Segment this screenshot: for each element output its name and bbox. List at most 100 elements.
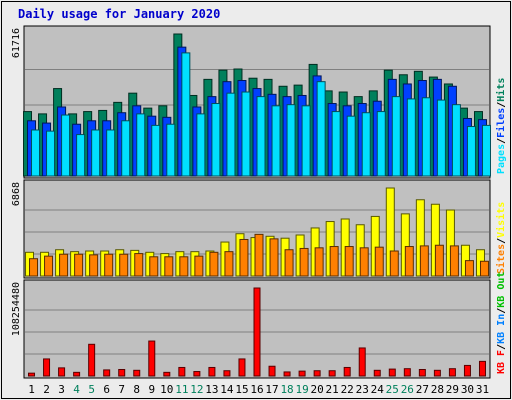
bar-pages-day-5 [91, 129, 101, 177]
bar-sites-day-7 [119, 253, 129, 277]
bar-kb-f-day-4 [73, 371, 81, 377]
day-label-22: 22 [341, 383, 354, 396]
bar-sites-day-21 [329, 246, 339, 277]
bar-pages-day-13 [211, 103, 221, 177]
bar-kb-f-day-14 [223, 370, 231, 377]
legend-entry: KB F [496, 350, 507, 374]
series-sites [29, 233, 489, 277]
bar-sites-day-6 [104, 253, 114, 277]
bar-pages-day-6 [106, 129, 116, 177]
day-label-11: 11 [175, 383, 188, 396]
bar-pages-day-31 [481, 124, 491, 177]
legend-entry: / [496, 138, 507, 144]
day-label-15: 15 [235, 383, 248, 396]
day-axis: 1 2 3 4 5 6 7 8 9 10 11 12 13 14 15 16 17 18 19 20 21 22 23 24 2… [28, 383, 489, 396]
legend-entry: Hits [495, 78, 507, 102]
bar-sites-day-30 [464, 260, 474, 277]
bar-pages-day-27 [421, 97, 431, 177]
bar-sites-day-12 [194, 255, 204, 277]
bar-pages-day-14 [226, 92, 236, 177]
bar-sites-day-5 [89, 254, 99, 277]
day-label-25: 25 [386, 383, 399, 396]
bar-sites-day-16 [254, 233, 264, 277]
day-label-19: 19 [295, 383, 308, 396]
day-label-20: 20 [311, 383, 324, 396]
legend-entry: Pages [496, 144, 507, 174]
bar-sites-day-14 [224, 251, 234, 277]
legend-entry: / [496, 344, 507, 350]
day-label-6: 6 [103, 383, 110, 396]
bar-kb-f-day-10 [163, 371, 171, 377]
bar-pages-day-8 [136, 113, 146, 177]
bar-kb-f-day-16 [253, 287, 261, 377]
bar-pages-day-3 [61, 114, 71, 177]
bar-sites-day-15 [239, 238, 249, 277]
bar-sites-day-19 [299, 247, 309, 277]
bar-kb-f-day-19 [298, 370, 306, 377]
day-label-26: 26 [401, 383, 414, 396]
panel-top-legend: Pages/Files/Hits [495, 78, 507, 174]
bar-pages-day-30 [466, 126, 476, 177]
bar-kb-f-day-29 [448, 368, 456, 377]
bar-pages-day-2 [46, 130, 56, 177]
bar-kb-f-day-9 [148, 340, 156, 377]
legend-entry: KB In [496, 314, 507, 344]
bar-sites-day-1 [29, 258, 39, 277]
day-label-10: 10 [160, 383, 173, 396]
bar-pages-day-11 [181, 52, 191, 177]
bar-kb-f-day-21 [328, 370, 336, 377]
bar-pages-day-23 [361, 112, 371, 177]
bar-kb-f-day-30 [463, 364, 471, 377]
bar-pages-day-24 [376, 111, 386, 177]
bar-sites-day-18 [284, 249, 294, 277]
bar-pages-day-18 [286, 104, 296, 177]
bar-sites-day-11 [179, 256, 189, 277]
bar-kb-f-day-22 [343, 366, 351, 377]
bar-kb-f-day-6 [103, 369, 111, 377]
day-label-21: 21 [326, 383, 339, 396]
bar-sites-day-3 [59, 253, 69, 277]
day-label-9: 9 [148, 383, 155, 396]
day-label-3: 3 [58, 383, 65, 396]
bar-sites-day-27 [419, 245, 429, 277]
day-label-14: 14 [220, 383, 234, 396]
day-label-8: 8 [133, 383, 140, 396]
bar-kb-f-day-23 [358, 347, 366, 377]
bar-sites-day-31 [479, 260, 489, 277]
day-label-2: 2 [43, 383, 50, 396]
legend-entry: Files [495, 108, 507, 138]
bar-pages-day-21 [331, 111, 341, 177]
legend-entry: Sites [495, 244, 507, 274]
bar-kb-f-day-25 [388, 368, 396, 377]
day-label-29: 29 [446, 383, 459, 396]
bar-kb-f-day-5 [88, 343, 96, 377]
bar-pages-day-20 [316, 81, 326, 177]
day-label-27: 27 [416, 383, 429, 396]
series-pages [31, 52, 491, 177]
day-label-28: 28 [431, 383, 444, 396]
day-label-31: 31 [476, 383, 489, 396]
bar-kb-f-day-13 [208, 366, 216, 377]
day-label-18: 18 [280, 383, 293, 396]
bar-kb-f-day-26 [403, 368, 411, 377]
bar-sites-day-13 [209, 251, 219, 277]
bar-pages-day-4 [76, 134, 86, 177]
bar-pages-day-29 [451, 104, 461, 177]
bar-kb-f-day-8 [133, 369, 141, 377]
legend-entry: / [496, 308, 507, 314]
bar-pages-day-7 [121, 120, 131, 177]
series-kb-f [28, 287, 486, 377]
bar-kb-f-day-1 [28, 372, 36, 377]
day-label-1: 1 [28, 383, 35, 396]
day-label-4: 4 [73, 383, 80, 396]
bar-kb-f-day-20 [313, 370, 321, 377]
bar-kb-f-day-17 [268, 365, 276, 377]
bar-kb-f-day-3 [58, 367, 66, 377]
day-label-30: 30 [461, 383, 474, 396]
bar-pages-day-19 [301, 105, 311, 177]
day-label-13: 13 [205, 383, 218, 396]
legend-entry: / [496, 238, 507, 244]
